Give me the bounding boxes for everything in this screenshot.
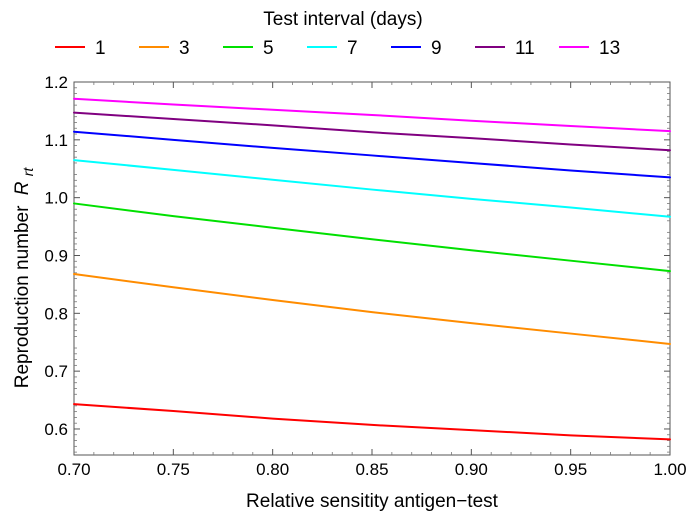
legend-label: 5 [263,38,274,59]
y-axis-title: Reproduction number R rt [12,167,36,389]
series-line-11 [73,111,671,152]
legend-item-11: 11 [475,38,535,59]
y-axis-title-text: Reproduction number [12,205,33,388]
legend-item-9: 9 [391,38,442,59]
y-tick-label: 1.2 [44,73,68,92]
y-tick-label: 0.8 [44,304,68,323]
y-axis: 0.6 0.7 0.8 0.9 1.0 1.1 1.2 [44,73,670,453]
legend-item-7: 7 [307,38,358,59]
x-tick-label: 0.85 [355,460,388,479]
x-tick-label: 0.80 [256,460,289,479]
y-tick-label: 1.1 [44,131,68,150]
plot-frame-border [73,81,671,456]
x-tick-label: 1.00 [653,460,686,479]
legend-title: Test interval (days) [263,9,422,30]
legend: 1 3 5 7 9 11 13 [55,38,620,59]
series-line-13 [73,97,671,133]
x-axis-title: Relative sensitity antigen−test [246,491,499,512]
x-tick-label: 0.70 [57,460,90,479]
series-line-7 [73,159,671,218]
plot-frame [73,81,671,456]
y-tick-label: 1.0 [44,189,68,208]
series-line-3 [73,272,671,345]
y-axis-title-subscript: rt [20,167,36,177]
legend-label: 11 [515,38,535,59]
x-tick-label: 0.75 [157,460,190,479]
legend-label: 9 [431,38,442,59]
legend-label: 7 [347,38,358,59]
series-line-5 [73,202,671,273]
x-axis: 0.70 0.75 0.80 0.85 0.90 0.95 1.00 [57,82,686,479]
legend-item-3: 3 [139,38,190,59]
series-lines [73,97,671,441]
series-line-9 [73,130,671,179]
y-axis-title-symbol: R [12,181,33,195]
legend-item-5: 5 [223,38,274,59]
x-tick-label: 0.95 [554,460,587,479]
legend-label: 3 [179,38,190,59]
legend-label: 13 [599,38,620,59]
y-tick-label: 0.7 [44,362,68,381]
series-line-1 [73,403,671,441]
y-tick-label: 0.6 [44,420,68,439]
legend-label: 1 [95,38,106,59]
legend-item-1: 1 [55,38,106,59]
y-tick-label: 0.9 [44,246,68,265]
legend-item-13: 13 [559,38,620,59]
x-tick-label: 0.90 [455,460,488,479]
